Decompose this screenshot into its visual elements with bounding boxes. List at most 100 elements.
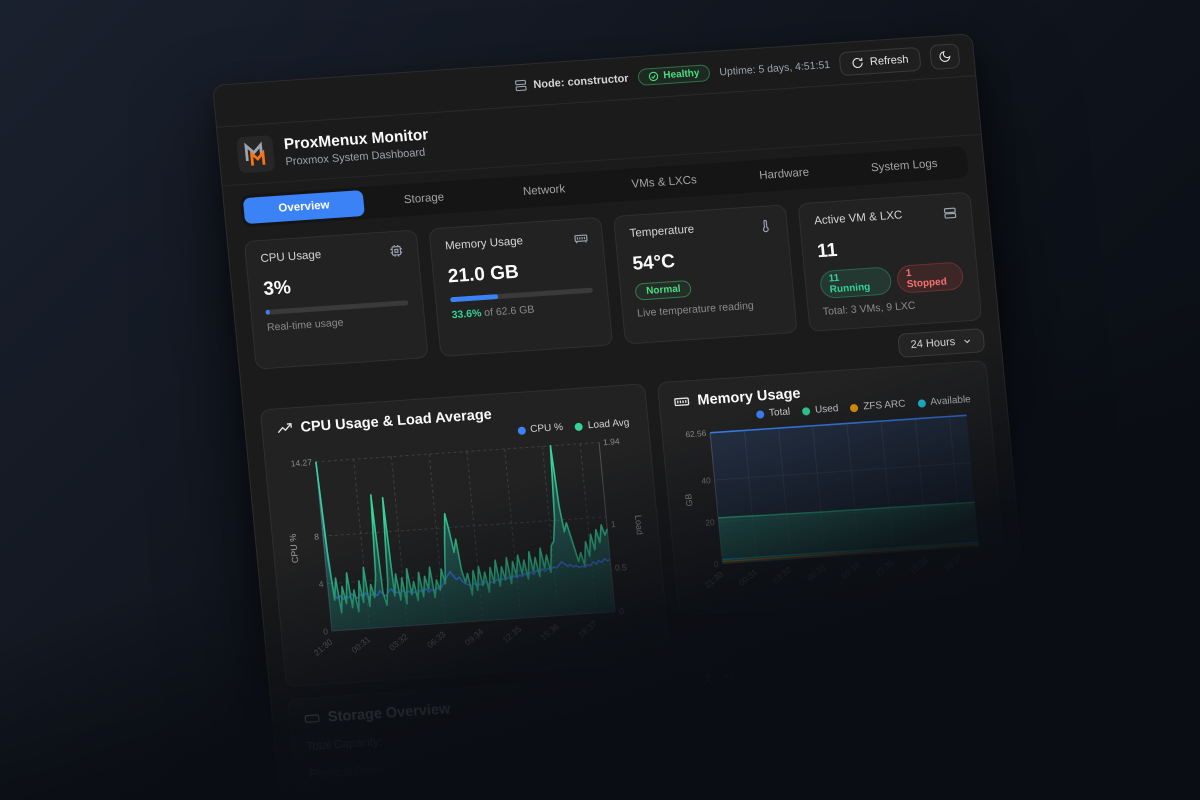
cpu-caption: Real-time usage — [266, 316, 344, 334]
cpu-value: 3% — [262, 277, 292, 300]
storage-title: Storage Overview — [327, 701, 451, 726]
svg-text:15:36: 15:36 — [538, 621, 561, 642]
vm-card-title: Active VM & LXC — [813, 209, 903, 228]
memory-value: 21.0 GB — [447, 261, 520, 288]
time-range-select-2[interactable]: 24 Hours — [921, 602, 1010, 633]
refresh-button[interactable]: Refresh — [838, 46, 922, 76]
svg-text:20: 20 — [705, 517, 716, 528]
legend-item-load-avg: Load Avg — [574, 417, 630, 432]
temperature-card-title: Temperature — [629, 223, 695, 240]
memory-chart-canvas[interactable]: 0 20 40 62.56 21:30 00:31 03:32 06:33 09:34 12:35… — [676, 407, 992, 601]
legend-dot — [849, 403, 859, 412]
tab-vms-lxcs[interactable]: VMs & LXCs — [631, 174, 698, 191]
legend-item-used: Used — [801, 403, 839, 416]
legend-dot — [801, 406, 811, 416]
svg-text:09:34: 09:34 — [463, 626, 486, 647]
node-label: Node: constructor — [532, 72, 630, 91]
moon-icon — [939, 51, 951, 62]
temperature-status-badge: Normal — [634, 279, 693, 301]
logo-m-icon — [244, 141, 266, 166]
svg-text:14.27: 14.27 — [290, 457, 312, 468]
server-stack-icon — [943, 207, 957, 219]
cpu-card-title: CPU Usage — [260, 248, 322, 266]
tab-hardware[interactable]: Hardware — [758, 166, 810, 182]
svg-text:00:31: 00:31 — [349, 634, 372, 655]
svg-text:12:35: 12:35 — [500, 624, 523, 645]
svg-text:15:36: 15:36 — [907, 555, 930, 576]
time-range-select[interactable]: 24 Hours — [897, 328, 986, 358]
storage-overview-card: Storage Overview Total Capacity: 26.8 TB… — [287, 672, 682, 797]
tab-overview[interactable]: Overview — [242, 189, 366, 225]
svg-text:4: 4 — [318, 579, 324, 589]
svg-text:21:30: 21:30 — [702, 569, 725, 590]
svg-text:1: 1 — [610, 519, 616, 529]
svg-text:18:37: 18:37 — [576, 619, 599, 640]
svg-text:00:31: 00:31 — [737, 567, 760, 588]
svg-text:40: 40 — [701, 475, 712, 486]
svg-text:06:33: 06:33 — [805, 562, 828, 583]
vm-count-value: 11 — [816, 239, 839, 263]
memory-usage-card: Memory Usage 21.0 GB 33.6% of 62.6 GB — [428, 216, 614, 358]
legend-item-total: Total — [755, 406, 791, 419]
memory-icon — [674, 397, 690, 407]
theme-toggle-button[interactable] — [929, 43, 961, 71]
svg-text:0: 0 — [323, 626, 329, 636]
svg-text:1.94: 1.94 — [603, 436, 621, 447]
legend-dot — [917, 398, 926, 408]
svg-text:CPU %: CPU % — [288, 533, 301, 563]
svg-text:0: 0 — [619, 606, 625, 616]
svg-text:GB: GB — [683, 493, 694, 506]
svg-text:06:33: 06:33 — [425, 629, 448, 650]
svg-text:18:37: 18:37 — [942, 553, 965, 574]
svg-text:0: 0 — [713, 559, 719, 569]
chevron-down-icon — [988, 614, 994, 618]
trending-up-icon — [277, 423, 292, 434]
cpu-load-chart-canvas[interactable]: 0 4 8 14.27 0 0.5 1 1.94 21:30 00:31 03:32 06:33 09:… — [279, 430, 655, 673]
temperature-card: Temperature 54°C Normal Live temperature… — [612, 204, 798, 345]
active-vm-card: Active VM & LXC 11 11 Running 1 Stopped … — [797, 191, 983, 332]
svg-text:09:34: 09:34 — [839, 560, 862, 581]
svg-text:Load: Load — [633, 515, 645, 536]
tab-storage[interactable]: Storage — [403, 191, 445, 207]
memory-caption: 33.6% of 62.6 GB — [451, 303, 535, 322]
svg-text:12:35: 12:35 — [873, 557, 896, 578]
network-icon — [701, 673, 716, 688]
svg-text:8: 8 — [314, 531, 320, 541]
check-circle-icon — [649, 71, 659, 82]
uptime-text: Uptime: 5 days, 4:51:51 — [718, 58, 831, 78]
legend-item-cpu-: CPU % — [516, 422, 563, 436]
network-row-interfaces: Active Interfaces: 2 — [702, 681, 1003, 716]
cpu-icon — [390, 244, 403, 257]
proxmenux-logo — [236, 135, 276, 174]
thermometer-icon — [762, 219, 769, 233]
temperature-caption: Live temperature reading — [636, 299, 755, 320]
tab-network[interactable]: Network — [522, 183, 566, 199]
network-title: Network Overview — [723, 662, 851, 688]
vm-caption: Total: 3 VMs, 9 LXC — [822, 299, 917, 318]
network-overview-card: Network Overview Active Interfaces: 2 vm… — [682, 638, 1024, 778]
tab-system-logs[interactable]: System Logs — [870, 157, 939, 175]
health-badge: Healthy — [637, 64, 711, 86]
memory-chart-title: Memory Usage — [696, 385, 802, 409]
cpu-usage-card: CPU Usage 3% Real-time usage — [243, 229, 429, 370]
svg-text:62.56: 62.56 — [685, 428, 707, 439]
left-column: CPU Usage & Load Average CPU % Load Avg 0… — [259, 383, 682, 797]
vm-stopped-badge: 1 Stopped — [896, 261, 965, 294]
legend-dot — [755, 409, 765, 419]
right-column: Memory Usage Total Used ZFS ARC Available 0… — [656, 359, 1024, 778]
memory-chart-card: Memory Usage Total Used ZFS ARC Available 0… — [656, 359, 1009, 616]
cpu-load-chart-card: CPU Usage & Load Average CPU % Load Avg 0… — [259, 383, 671, 688]
vm-running-badge: 11 Running — [819, 266, 893, 300]
server-icon — [515, 79, 527, 92]
svg-text:0.5: 0.5 — [614, 562, 627, 573]
node-indicator: Node: constructor — [514, 72, 629, 93]
memory-card-title: Memory Usage — [444, 235, 524, 253]
refresh-icon — [852, 57, 864, 68]
network-interface-badge[interactable]: vmbr0 — [705, 737, 765, 764]
svg-text:21:30: 21:30 — [312, 637, 335, 658]
legend-dot — [516, 426, 526, 435]
hard-drive-icon — [304, 714, 320, 723]
legend-item-available: Available — [917, 394, 971, 409]
legend-dot — [574, 422, 584, 431]
chevron-down-icon — [964, 339, 970, 344]
